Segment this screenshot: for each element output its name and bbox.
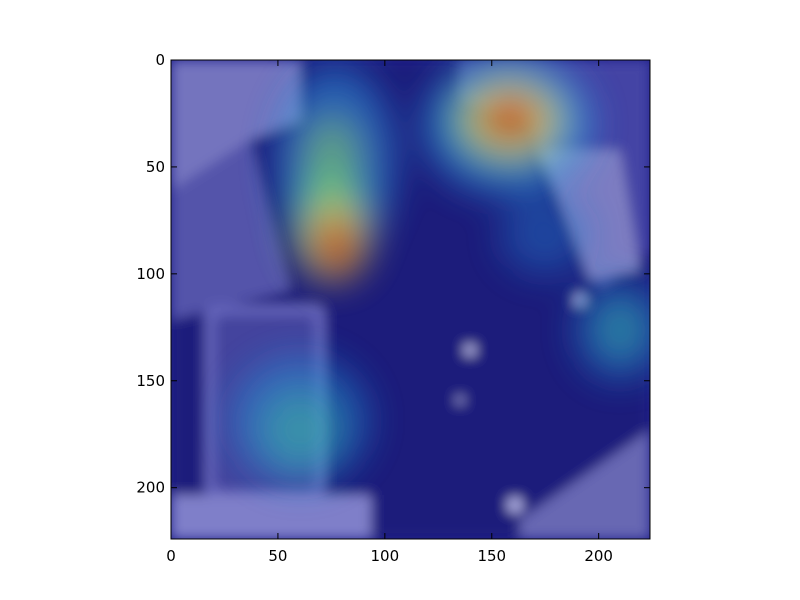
y-tick-label: 100 [136,265,165,283]
heat-overlay [230,60,650,485]
x-tick-label: 150 [477,547,506,565]
y-tick-label: 50 [146,158,165,176]
plot-area [171,60,650,539]
x-axis: 0 50 100 150 200 [166,60,613,565]
y-tick-label: 150 [136,372,165,390]
y-tick-label: 0 [155,51,165,69]
x-tick-label: 200 [584,547,613,565]
y-tick-label: 200 [136,479,165,497]
plot-frame [170,59,651,540]
y-axis: 0 50 100 150 200 [136,51,650,497]
x-tick-label: 100 [371,547,400,565]
x-tick-label: 50 [268,547,287,565]
x-tick-label: 0 [166,547,176,565]
